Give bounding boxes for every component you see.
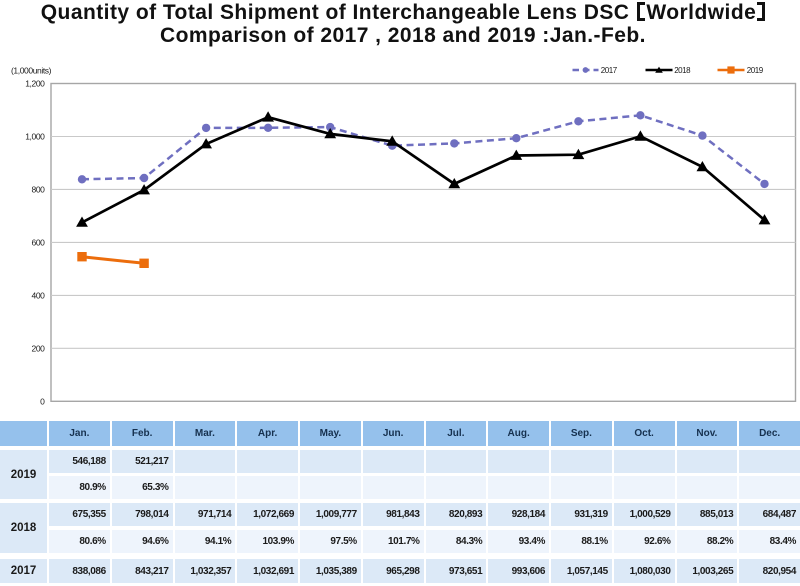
svg-text:1,000: 1,000 bbox=[25, 132, 45, 142]
svg-text:1,200: 1,200 bbox=[25, 79, 45, 89]
svg-text:2019: 2019 bbox=[747, 66, 764, 75]
svg-text:(1,000units): (1,000units) bbox=[11, 66, 52, 76]
svg-text:200: 200 bbox=[32, 343, 46, 353]
svg-text:2017: 2017 bbox=[601, 66, 618, 75]
svg-text:2018: 2018 bbox=[674, 66, 691, 75]
svg-text:600: 600 bbox=[32, 237, 46, 247]
svg-text:400: 400 bbox=[32, 290, 46, 300]
svg-text:800: 800 bbox=[32, 184, 46, 194]
svg-text:0: 0 bbox=[40, 396, 45, 406]
